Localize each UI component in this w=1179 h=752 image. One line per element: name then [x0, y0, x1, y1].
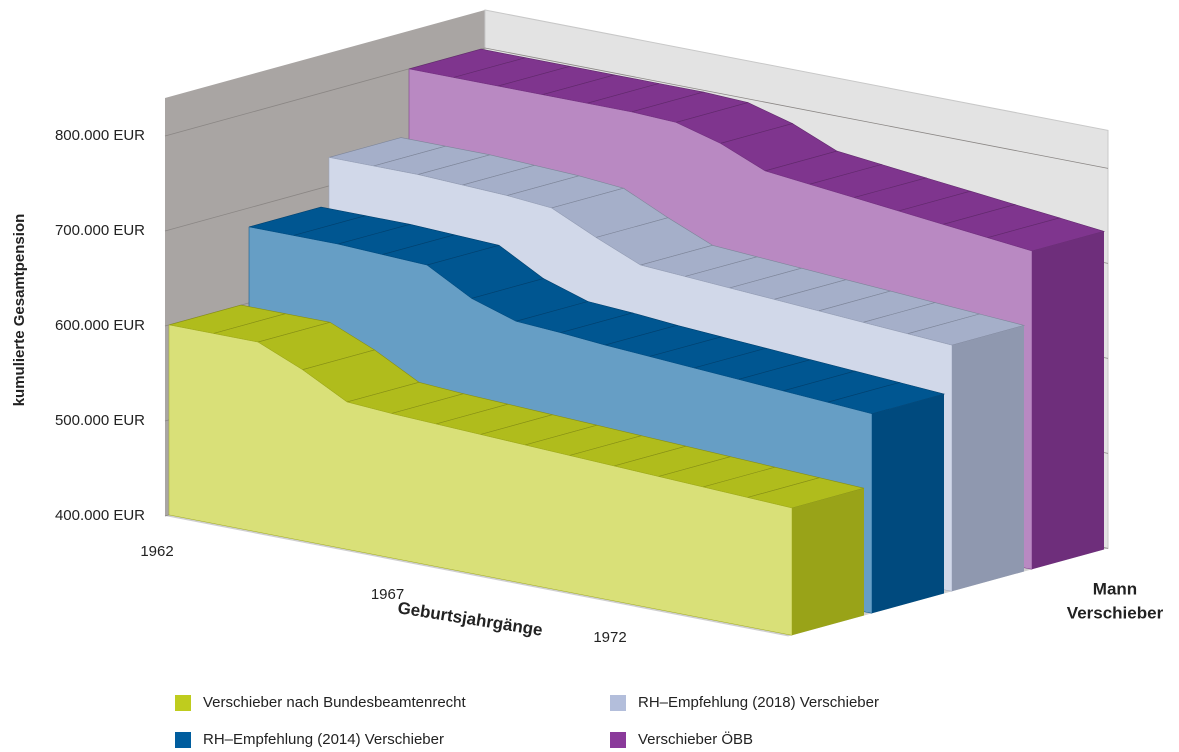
side-face	[952, 325, 1024, 592]
plot	[168, 48, 1106, 636]
y-axis-label: kumulierte Gesamtpension	[11, 214, 28, 407]
y-tick-label: 700.000 EUR	[55, 222, 145, 239]
side-face	[872, 394, 944, 614]
legend-label: Verschieber ÖBB	[638, 730, 753, 748]
y-tick-label: 600.000 EUR	[55, 317, 145, 334]
x-tick-label: 1972	[593, 629, 626, 646]
legend-swatch	[175, 695, 191, 711]
depth-axis-label: Mann	[1093, 579, 1137, 598]
legend-swatch	[610, 732, 626, 748]
side-face	[1032, 231, 1104, 570]
x-tick-label: 1967	[371, 586, 404, 603]
front-face	[168, 324, 793, 636]
y-tick-label: 500.000 EUR	[55, 412, 145, 429]
grid-line	[164, 47, 1109, 169]
y-tick-label: 400.000 EUR	[55, 507, 145, 524]
legend-label: RH–Empfehlung (2014) Verschieber	[203, 731, 444, 748]
legend-label: Verschieber nach Bundesbeamtenrecht	[203, 694, 467, 711]
legend-label: RH–Empfehlung (2018) Verschieber	[638, 694, 879, 711]
x-axis-label: Geburtsjahrgänge	[396, 598, 544, 640]
x-tick-label: 1962	[140, 543, 173, 560]
legend-swatch	[610, 695, 626, 711]
legend-swatch	[175, 732, 191, 748]
y-tick-label: 800.000 EUR	[55, 127, 145, 144]
series	[168, 304, 865, 636]
side-face	[792, 488, 864, 636]
depth-axis-label: Verschieber	[1067, 603, 1164, 622]
